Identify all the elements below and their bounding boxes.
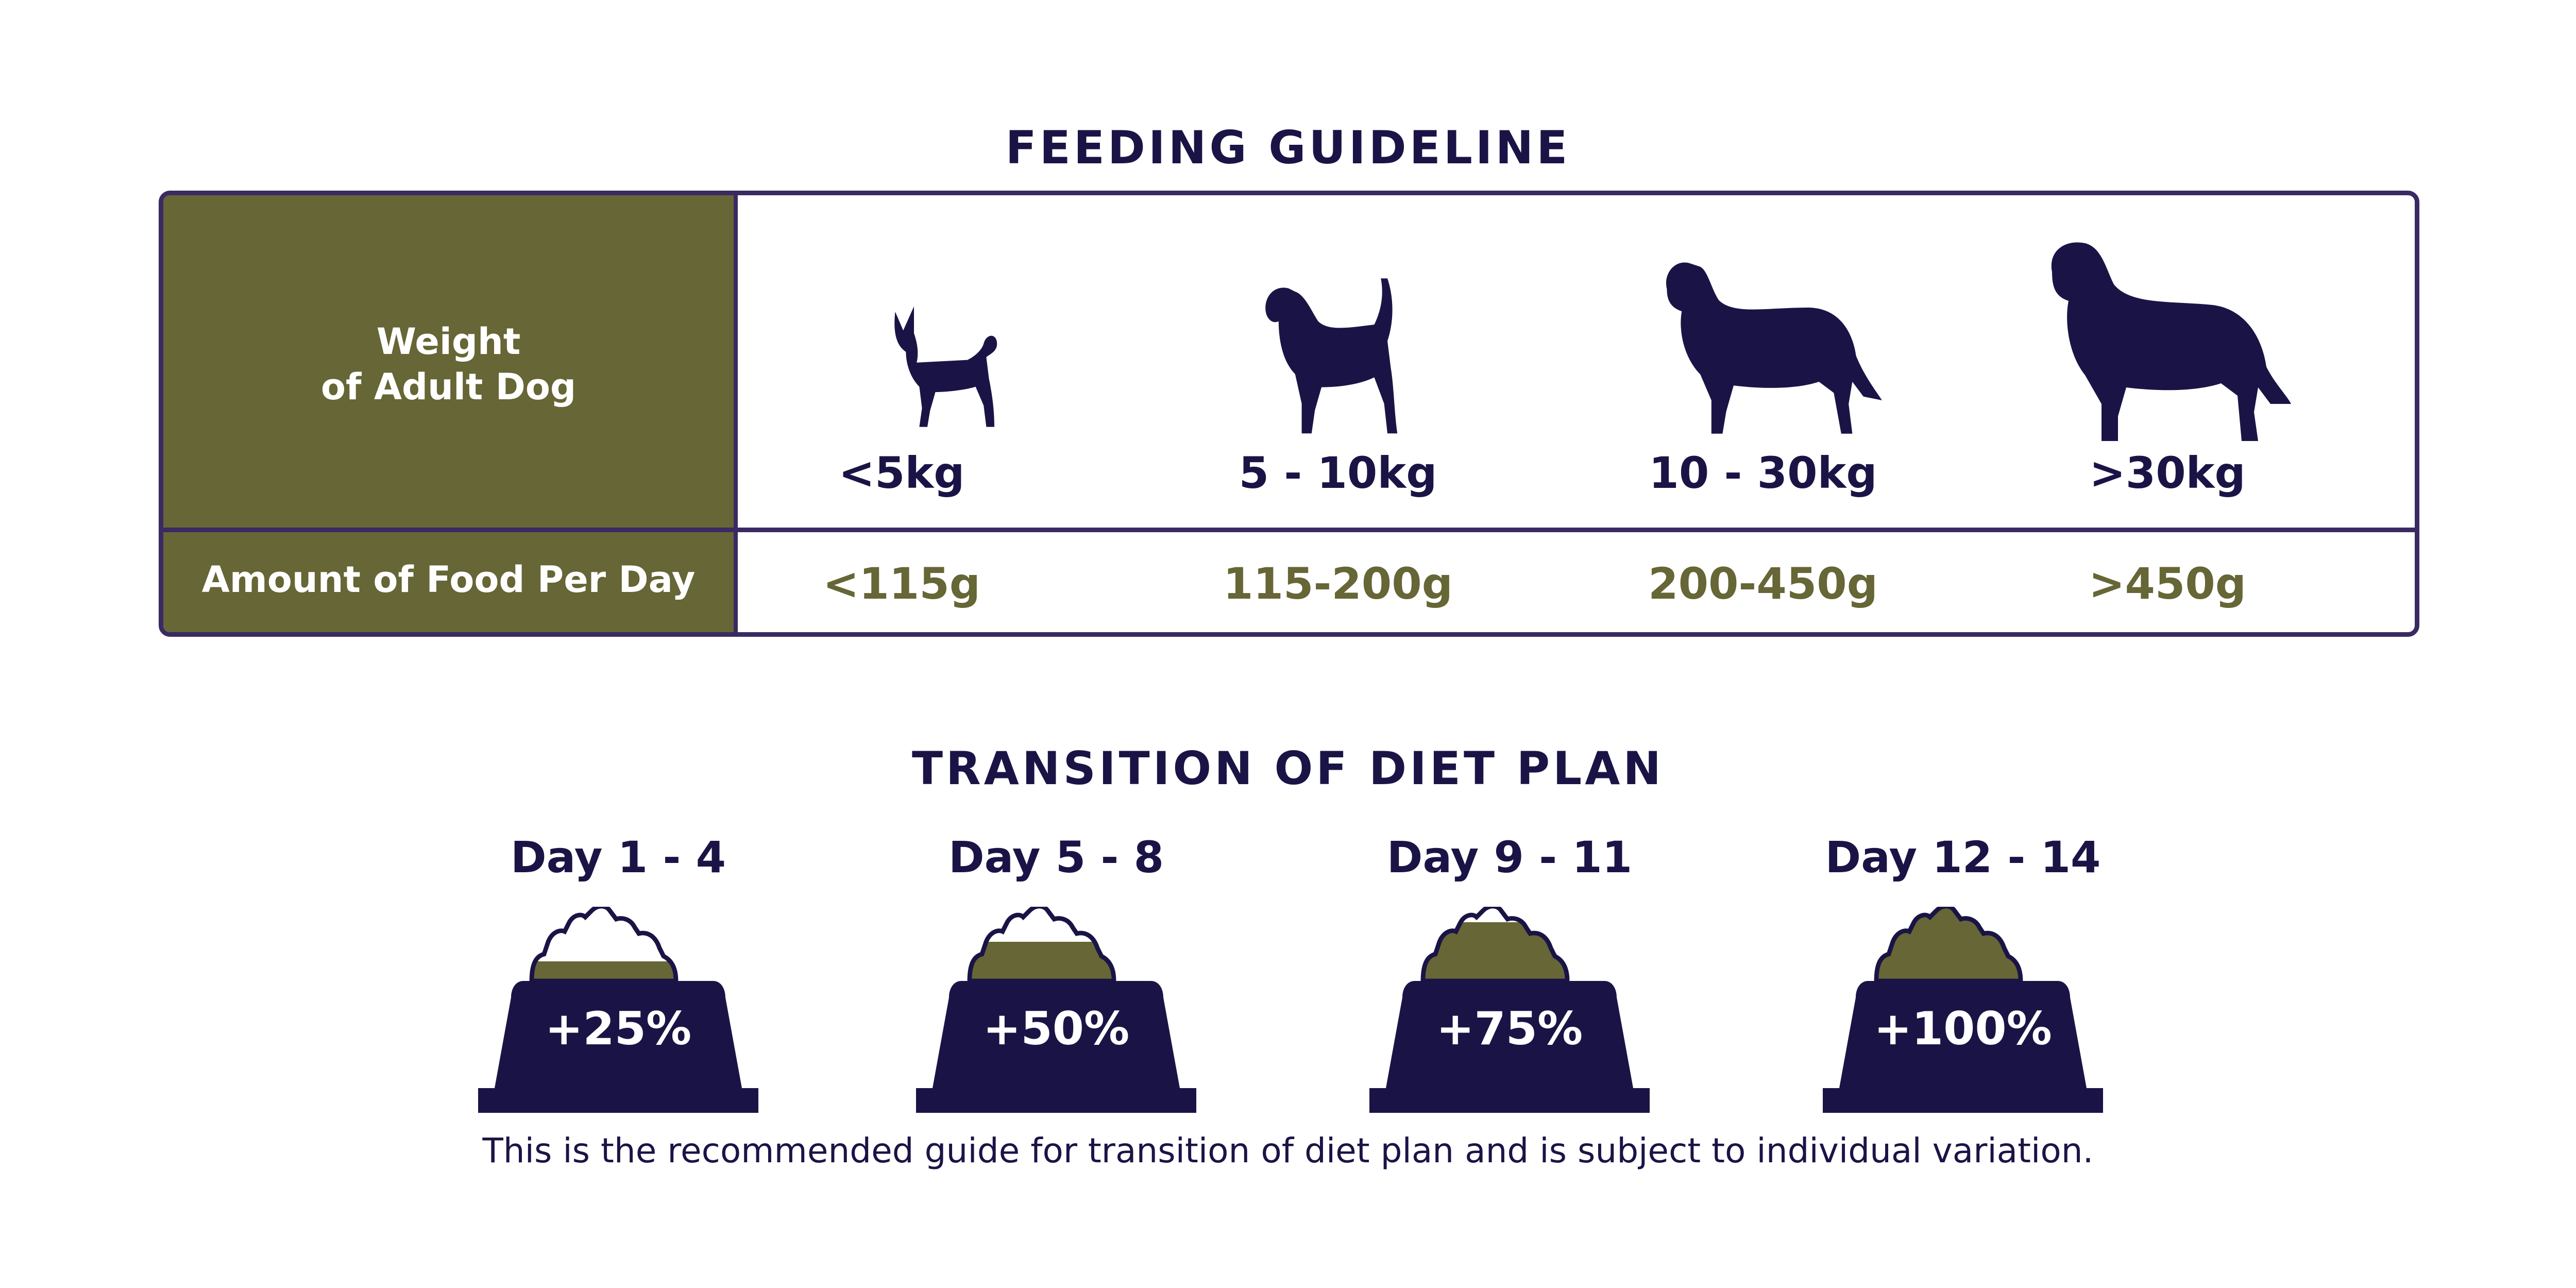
food-amount-label: 115-200g <box>1223 558 1453 609</box>
row-header-column: Weight of Adult Dog Amount of Food Per D… <box>163 195 738 632</box>
food-amount-label: >450g <box>2089 558 2246 609</box>
small-dog-chihuahua-icon <box>894 306 997 427</box>
food-outline <box>529 907 679 984</box>
row-header-weight-line2: of Adult Dog <box>320 366 577 408</box>
bowl-body <box>1823 981 2103 1113</box>
weight-label: 5 - 10kg <box>1239 448 1437 498</box>
new-food-percent-label: +50% <box>982 1002 1130 1055</box>
food-bowl-icon <box>1369 907 1650 1113</box>
day-range-label: Day 5 - 8 <box>948 832 1164 883</box>
xlarge-dog-retriever-icon <box>2051 242 2291 441</box>
bowl-body <box>478 981 758 1113</box>
bowl-body <box>1369 981 1650 1113</box>
food-bowl-icon <box>916 907 1196 1113</box>
day-range-label: Day 12 - 14 <box>1825 832 2101 883</box>
food-outline <box>1874 907 2023 984</box>
row-divider <box>163 528 2415 532</box>
food-bowl-icon <box>1823 907 2103 1113</box>
transition-title: TRANSITION OF DIET PLAN <box>912 742 1664 795</box>
row-header-food: Amount of Food Per Day <box>201 558 696 601</box>
row-header-weight-line1: Weight <box>376 320 521 363</box>
feeding-guideline-title: FEEDING GUIDELINE <box>1005 121 1571 174</box>
food-outline <box>1420 907 1570 984</box>
food-amount-label: 200-450g <box>1648 558 1878 609</box>
weight-label: >30kg <box>2089 448 2246 498</box>
day-range-label: Day 1 - 4 <box>510 832 726 883</box>
weight-label: <5kg <box>838 448 965 498</box>
weight-label: 10 - 30kg <box>1649 448 1877 498</box>
new-food-portion <box>970 942 1114 981</box>
new-food-portion <box>1423 922 1567 981</box>
transition-caption: This is the recommended guide for transi… <box>482 1131 2094 1171</box>
new-food-percent-label: +75% <box>1436 1002 1583 1055</box>
medium-dog-beagle-icon <box>1265 278 1398 434</box>
day-range-label: Day 9 - 11 <box>1386 832 1633 883</box>
feeding-table: Weight of Adult Dog Amount of Food Per D… <box>159 191 2419 637</box>
food-outline <box>967 907 1116 984</box>
new-food-percent-label: +100% <box>1874 1002 2052 1055</box>
food-bowl-icon <box>478 907 758 1113</box>
row-header-weight: Weight of Adult Dog <box>163 319 734 410</box>
large-dog-setter-icon <box>1666 262 1882 434</box>
new-food-percent-label: +25% <box>545 1002 692 1055</box>
bowl-body <box>916 981 1196 1113</box>
food-amount-label: <115g <box>823 558 980 609</box>
new-food-portion <box>532 961 676 981</box>
